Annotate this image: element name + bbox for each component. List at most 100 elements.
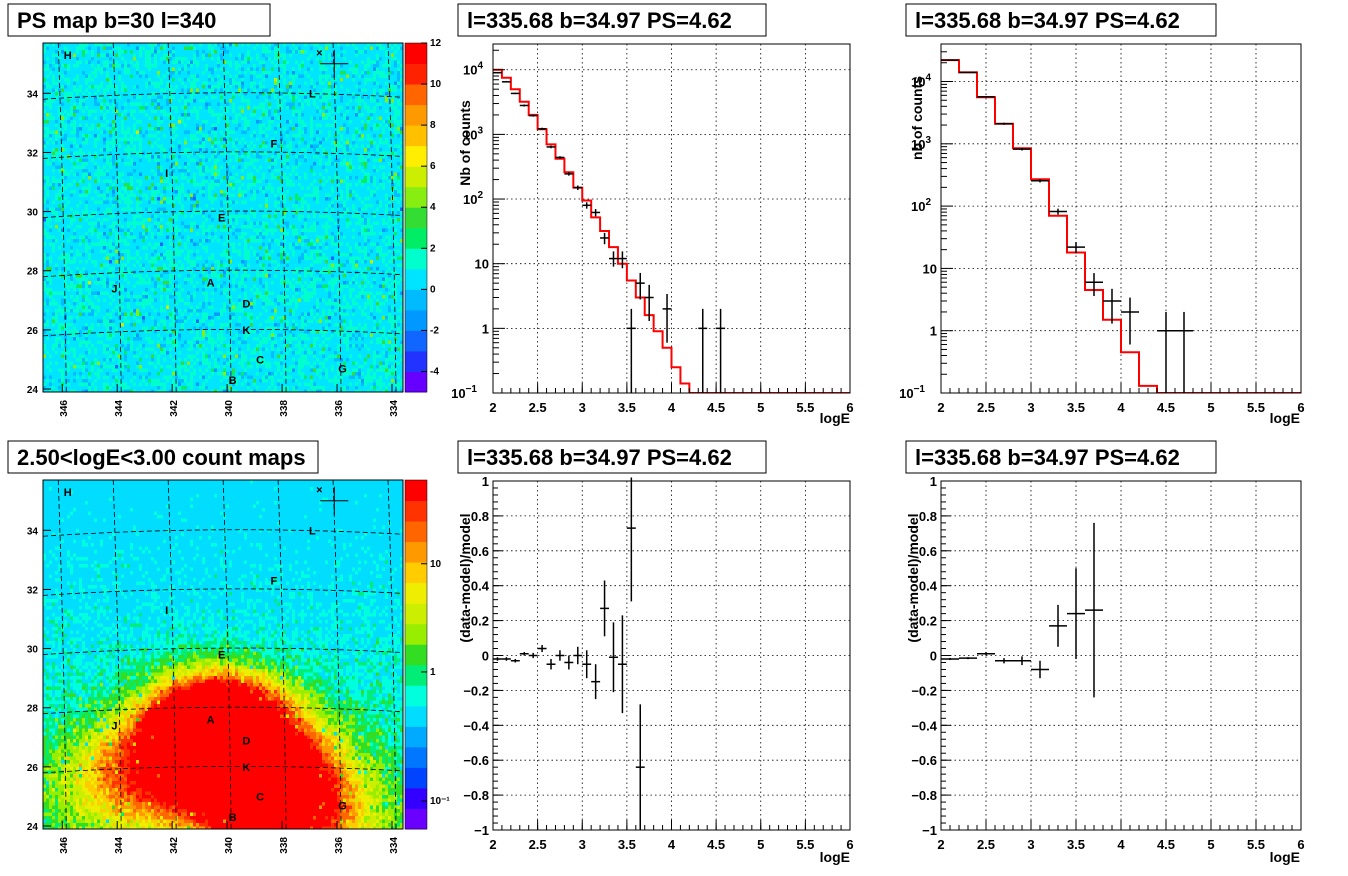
heatmap-cell — [217, 57, 221, 61]
heatmap-cell — [124, 162, 128, 166]
heatmap-cell — [106, 85, 110, 89]
heatmap-cell — [334, 71, 338, 75]
heatmap-cell — [100, 109, 104, 114]
heatmap-cell — [376, 43, 380, 47]
heatmap-cell — [361, 134, 365, 138]
heatmap-cell — [256, 148, 260, 152]
heatmap-cell — [145, 85, 149, 89]
heatmap-cell — [193, 99, 197, 103]
heatmap-cell — [163, 134, 167, 138]
heatmap-cell — [211, 172, 215, 177]
heatmap-cell — [244, 134, 248, 138]
heatmap-cell — [292, 46, 296, 51]
heatmap-cell — [73, 46, 77, 51]
heatmap-cell — [52, 74, 56, 79]
heatmap-cell — [394, 74, 398, 79]
heatmap-cell — [244, 169, 248, 173]
heatmap-cell — [328, 43, 332, 47]
heatmap-cell — [397, 155, 401, 159]
heatmap-cell — [385, 183, 389, 187]
heatmap-cell — [139, 137, 143, 142]
heatmap-cell — [268, 99, 272, 103]
heatmap-cell — [97, 102, 101, 107]
heatmap-cell — [199, 57, 203, 61]
heatmap-cell — [346, 85, 350, 89]
heatmap-cell — [241, 64, 245, 68]
heatmap-cell — [52, 102, 56, 107]
heatmap-cell — [88, 81, 92, 86]
heatmap-cell — [106, 64, 110, 68]
heatmap-cell — [352, 137, 356, 142]
heatmap-cell — [280, 120, 284, 124]
heatmap-cell — [49, 113, 53, 117]
heatmap-cell — [268, 155, 272, 159]
heatmap-cell — [298, 50, 302, 54]
heatmap-cell — [280, 134, 284, 138]
heatmap-cell — [46, 113, 50, 117]
heatmap-cell — [379, 169, 383, 173]
heatmap-cell — [214, 172, 218, 177]
heatmap-cell — [205, 81, 209, 86]
heatmap-cell — [139, 46, 143, 51]
heatmap-cell — [55, 85, 59, 89]
heatmap-cell — [130, 116, 134, 121]
heatmap-cell — [136, 64, 140, 68]
heatmap-cell — [367, 120, 371, 124]
heatmap-cell — [202, 148, 206, 152]
heatmap-cell — [145, 141, 149, 145]
heatmap-cell — [244, 99, 248, 103]
heatmap-cell — [358, 127, 362, 131]
heatmap-cell — [139, 81, 143, 86]
heatmap-cell — [391, 74, 395, 79]
heatmap-cell — [316, 113, 320, 117]
heatmap-cell — [121, 127, 125, 131]
heatmap-cell — [79, 123, 83, 128]
heatmap-cell — [61, 130, 65, 135]
heatmap-cell — [259, 106, 263, 110]
heatmap-cell — [97, 141, 101, 145]
heatmap-cell — [103, 165, 107, 170]
heatmap-cell — [106, 57, 110, 61]
heatmap-cell — [352, 53, 356, 58]
heatmap-cell — [358, 78, 362, 82]
heatmap-cell — [88, 50, 92, 54]
heatmap-cell — [286, 155, 290, 159]
heatmap-cell — [301, 176, 305, 180]
heatmap-cell — [49, 141, 53, 145]
heatmap-cell — [190, 102, 194, 107]
heatmap-cell — [61, 134, 65, 138]
heatmap-cell — [352, 92, 356, 96]
heatmap-cell — [124, 53, 128, 58]
heatmap-cell — [85, 92, 89, 96]
heatmap-cell — [220, 120, 224, 124]
heatmap-cell — [211, 148, 215, 152]
heatmap-cell — [289, 74, 293, 79]
heatmap-cell — [280, 74, 284, 79]
heatmap-cell — [400, 137, 403, 142]
heatmap-cell — [232, 113, 236, 117]
heatmap-cell — [382, 116, 386, 121]
heatmap-cell — [232, 43, 236, 47]
heatmap-cell — [265, 113, 269, 117]
heatmap-cell — [388, 57, 392, 61]
heatmap-cell — [145, 53, 149, 58]
heatmap-cell — [97, 179, 101, 184]
heatmap-cell — [46, 144, 50, 149]
heatmap-cell — [238, 85, 242, 89]
heatmap-cell — [340, 165, 344, 170]
heatmap-cell — [91, 162, 95, 166]
heatmap-cell — [43, 78, 47, 82]
heatmap-cell — [124, 158, 128, 163]
heatmap-cell — [286, 113, 290, 117]
heatmap-cell — [145, 102, 149, 107]
heatmap-cell — [67, 71, 71, 75]
heatmap-cell — [355, 99, 359, 103]
heatmap-cell — [217, 151, 221, 156]
heatmap-cell — [265, 116, 269, 121]
heatmap-cell — [364, 102, 368, 107]
heatmap-cell — [334, 120, 338, 124]
heatmap-cell — [73, 88, 77, 93]
heatmap-cell — [61, 109, 65, 114]
heatmap-cell — [229, 53, 233, 58]
heatmap-cell — [88, 85, 92, 89]
